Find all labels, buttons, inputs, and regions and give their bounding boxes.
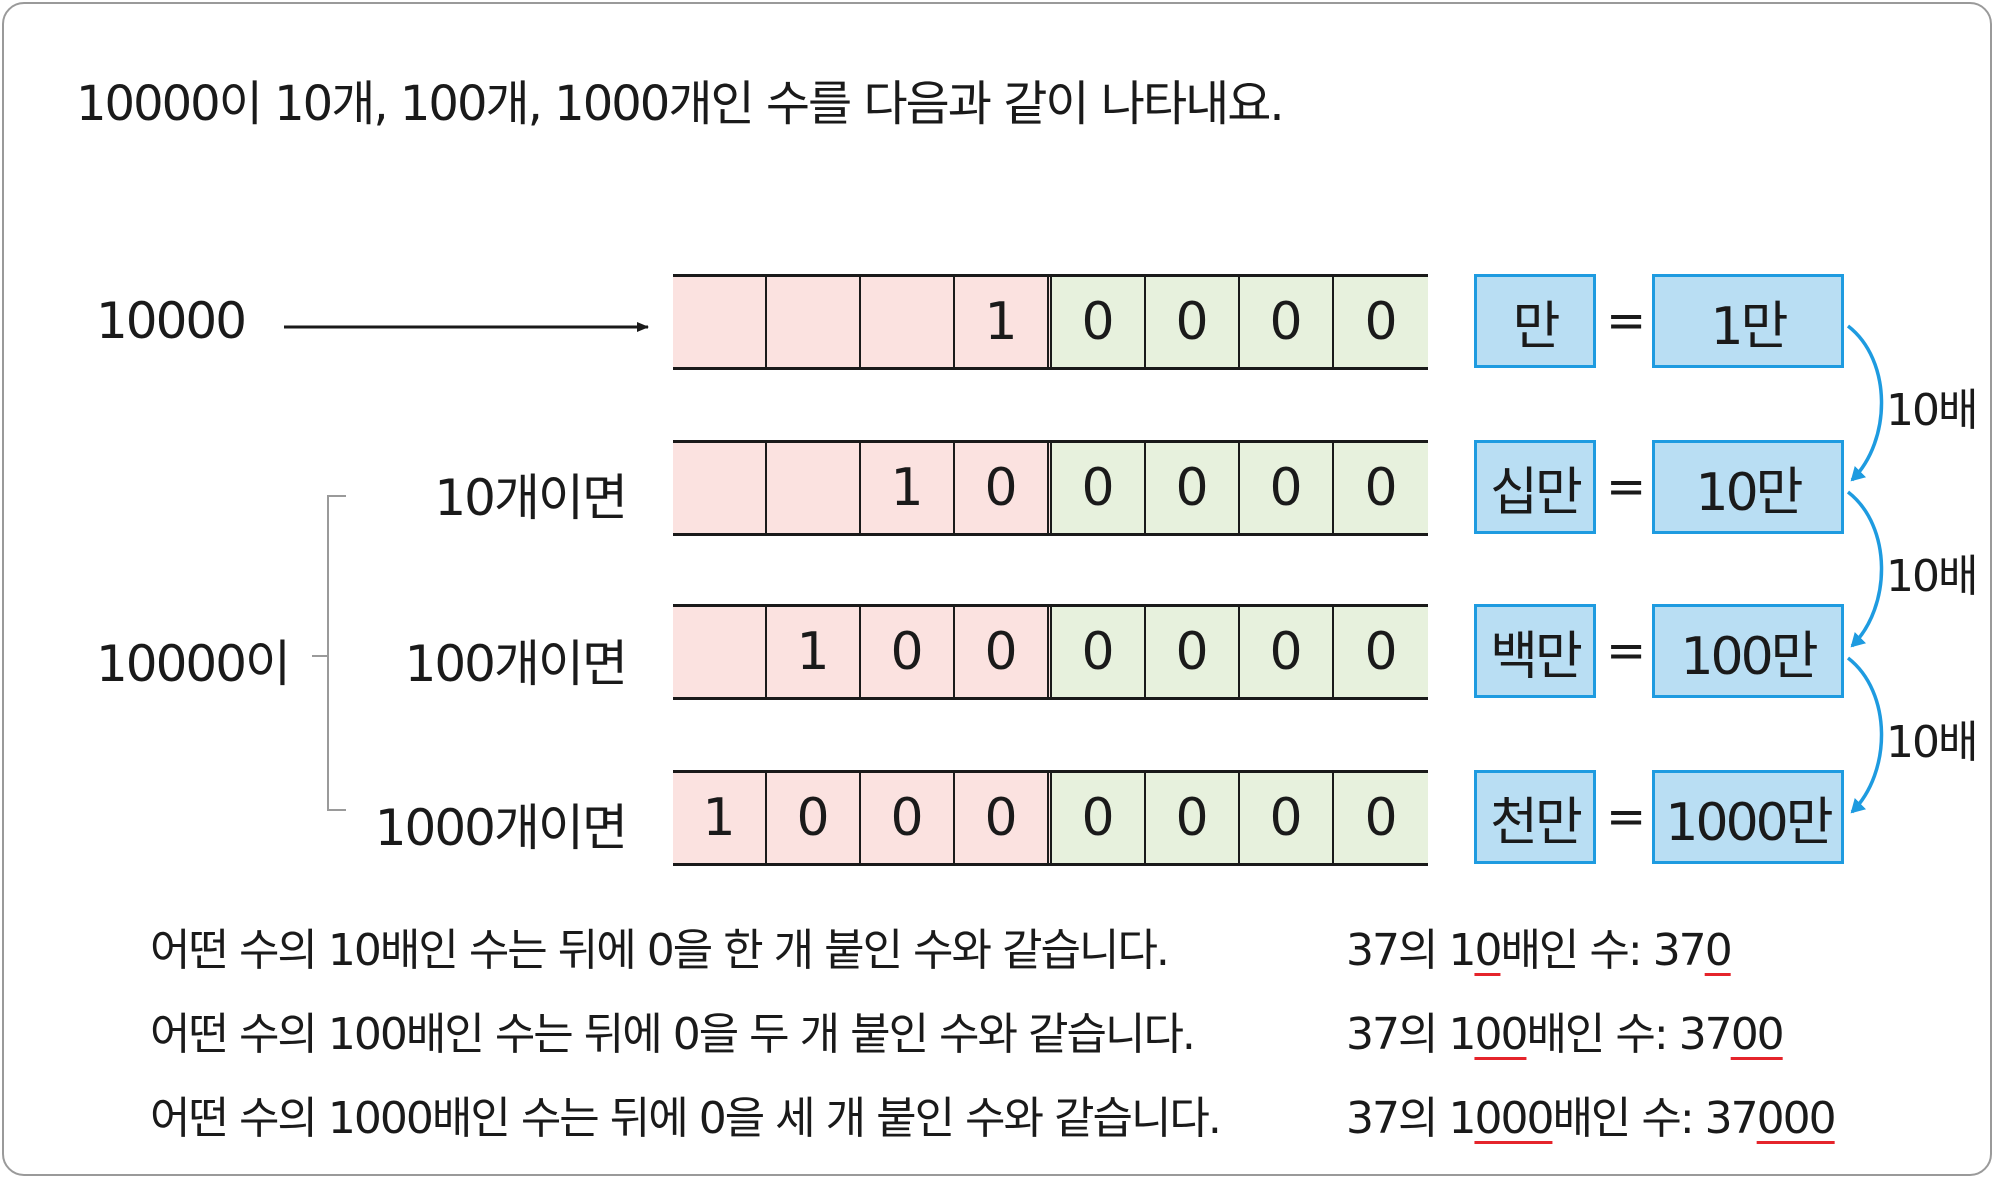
- equals-sign: =: [1606, 459, 1647, 515]
- example-1000: 37의 1000배인 수: 37000: [1346, 1093, 1837, 1144]
- group-label: 10000이: [96, 635, 291, 693]
- digit-cell: 0: [767, 773, 861, 863]
- row-label-1000: 1000개이면: [374, 799, 628, 857]
- example-100: 37의 100배인 수: 3700: [1346, 1009, 1785, 1060]
- digit-cell: 0: [1146, 773, 1240, 863]
- times-arrow-icon: [1846, 324, 1884, 482]
- underlined-zeros: 00: [1730, 1009, 1785, 1060]
- digit-cell: 0: [1146, 443, 1240, 533]
- digit-cell: 0: [1052, 443, 1146, 533]
- digit-cell: 0: [955, 773, 1052, 863]
- digit-cell: 1: [767, 607, 861, 697]
- digit-cell: [767, 443, 861, 533]
- digit-cell: 0: [1146, 277, 1240, 367]
- place-value-row-3: 1 0 0 0 0 0 0: [673, 604, 1428, 700]
- digit-cell: [673, 607, 767, 697]
- row-label-10: 10개이면: [434, 469, 628, 527]
- digit-cell: 0: [861, 607, 955, 697]
- digit-cell: [673, 443, 767, 533]
- place-value-row-4: 1 0 0 0 0 0 0 0: [673, 770, 1428, 866]
- digit-cell: 0: [1334, 277, 1428, 367]
- underlined-zeros: 000: [1756, 1093, 1837, 1144]
- equals-sign: =: [1606, 293, 1647, 349]
- digit-cell: [673, 277, 767, 367]
- value-box-1000man: 1000만: [1652, 770, 1844, 864]
- value-box-1man: 1만: [1652, 274, 1844, 368]
- intro-text: 10000이 10개, 100개, 1000개인 수를 다음과 같이 나타내요.: [76, 76, 1285, 132]
- times-label: 10배: [1886, 385, 1978, 436]
- digit-cell: 1: [955, 277, 1052, 367]
- digit-cell: [767, 277, 861, 367]
- digit-cell: 1: [673, 773, 767, 863]
- rule-note-1000: 어떤 수의 1000배인 수는 뒤에 0을 세 개 붙인 수와 같습니다.: [150, 1093, 1222, 1144]
- digit-cell: 0: [1240, 773, 1334, 863]
- equals-sign: =: [1606, 623, 1647, 679]
- digit-cell: 0: [1334, 607, 1428, 697]
- value-box-10man: 10만: [1652, 440, 1844, 534]
- start-number: 10000: [96, 292, 247, 350]
- digit-cell: 0: [861, 773, 955, 863]
- bracket: [312, 495, 346, 811]
- underlined-zeros: 0: [1474, 925, 1502, 976]
- digit-cell: 0: [1240, 277, 1334, 367]
- equals-sign: =: [1606, 789, 1647, 845]
- row-label-100: 100개이면: [404, 635, 628, 693]
- rule-note-10: 어떤 수의 10배인 수는 뒤에 0을 한 개 붙인 수와 같습니다.: [150, 925, 1170, 976]
- unit-box-cheonman: 천만: [1474, 770, 1596, 864]
- underlined-zeros: 00: [1474, 1009, 1528, 1060]
- rule-note-100: 어떤 수의 100배인 수는 뒤에 0을 두 개 붙인 수와 같습니다.: [150, 1009, 1196, 1060]
- digit-cell: 0: [1240, 443, 1334, 533]
- times-arrow-icon: [1846, 490, 1884, 648]
- value-box-100man: 100만: [1652, 604, 1844, 698]
- digit-cell: 0: [1334, 443, 1428, 533]
- digit-cell: 0: [1052, 773, 1146, 863]
- digit-cell: 0: [1052, 277, 1146, 367]
- digit-cell: [861, 277, 955, 367]
- digit-cell: 0: [1240, 607, 1334, 697]
- underlined-zeros: 000: [1474, 1093, 1554, 1144]
- unit-box-sipman: 십만: [1474, 440, 1596, 534]
- times-arrow-icon: [1846, 656, 1884, 814]
- underlined-zeros: 0: [1704, 925, 1733, 976]
- place-value-row-1: 1 0 0 0 0: [673, 274, 1428, 370]
- unit-box-baekman: 백만: [1474, 604, 1596, 698]
- unit-box-man: 만: [1474, 274, 1596, 368]
- digit-cell: 0: [1052, 607, 1146, 697]
- example-10: 37의 10배인 수: 370: [1346, 925, 1733, 976]
- digit-cell: 0: [1146, 607, 1240, 697]
- digit-cell: 0: [1334, 773, 1428, 863]
- place-value-row-2: 1 0 0 0 0 0: [673, 440, 1428, 536]
- digit-cell: 0: [955, 443, 1052, 533]
- times-label: 10배: [1886, 551, 1978, 602]
- digit-cell: 1: [861, 443, 955, 533]
- digit-cell: 0: [955, 607, 1052, 697]
- times-label: 10배: [1886, 717, 1978, 768]
